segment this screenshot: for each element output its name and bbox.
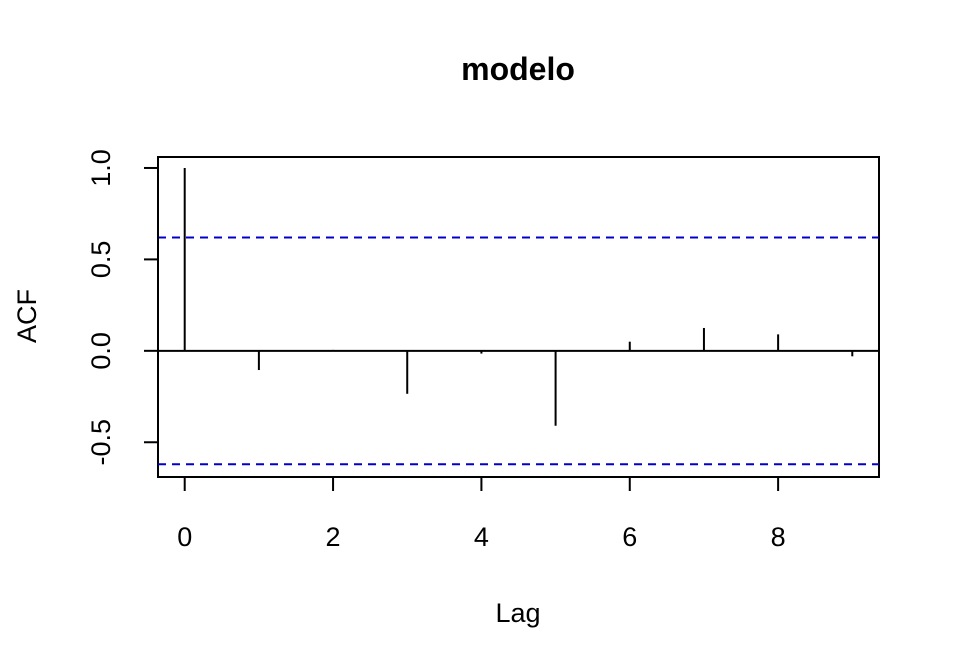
y-axis-label: ACF [12,289,42,343]
plot-area: 0 2 4 6 8 -0.5 0.0 0.5 1.0 [86,149,880,552]
x-tick-label: 0 [177,522,192,552]
chart-title: modelo [461,51,575,87]
x-tick-label: 8 [771,522,786,552]
y-tick-label: 0.5 [86,241,116,279]
x-axis-label: Lag [495,598,540,628]
x-tick-label: 4 [474,522,489,552]
plot-frame [157,156,880,478]
y-tick-label: -0.5 [86,419,116,466]
x-tick-label: 2 [326,522,341,552]
y-tick-label: 0.0 [86,332,116,370]
x-tick-label: 6 [622,522,637,552]
y-tick-label: 1.0 [86,149,116,187]
